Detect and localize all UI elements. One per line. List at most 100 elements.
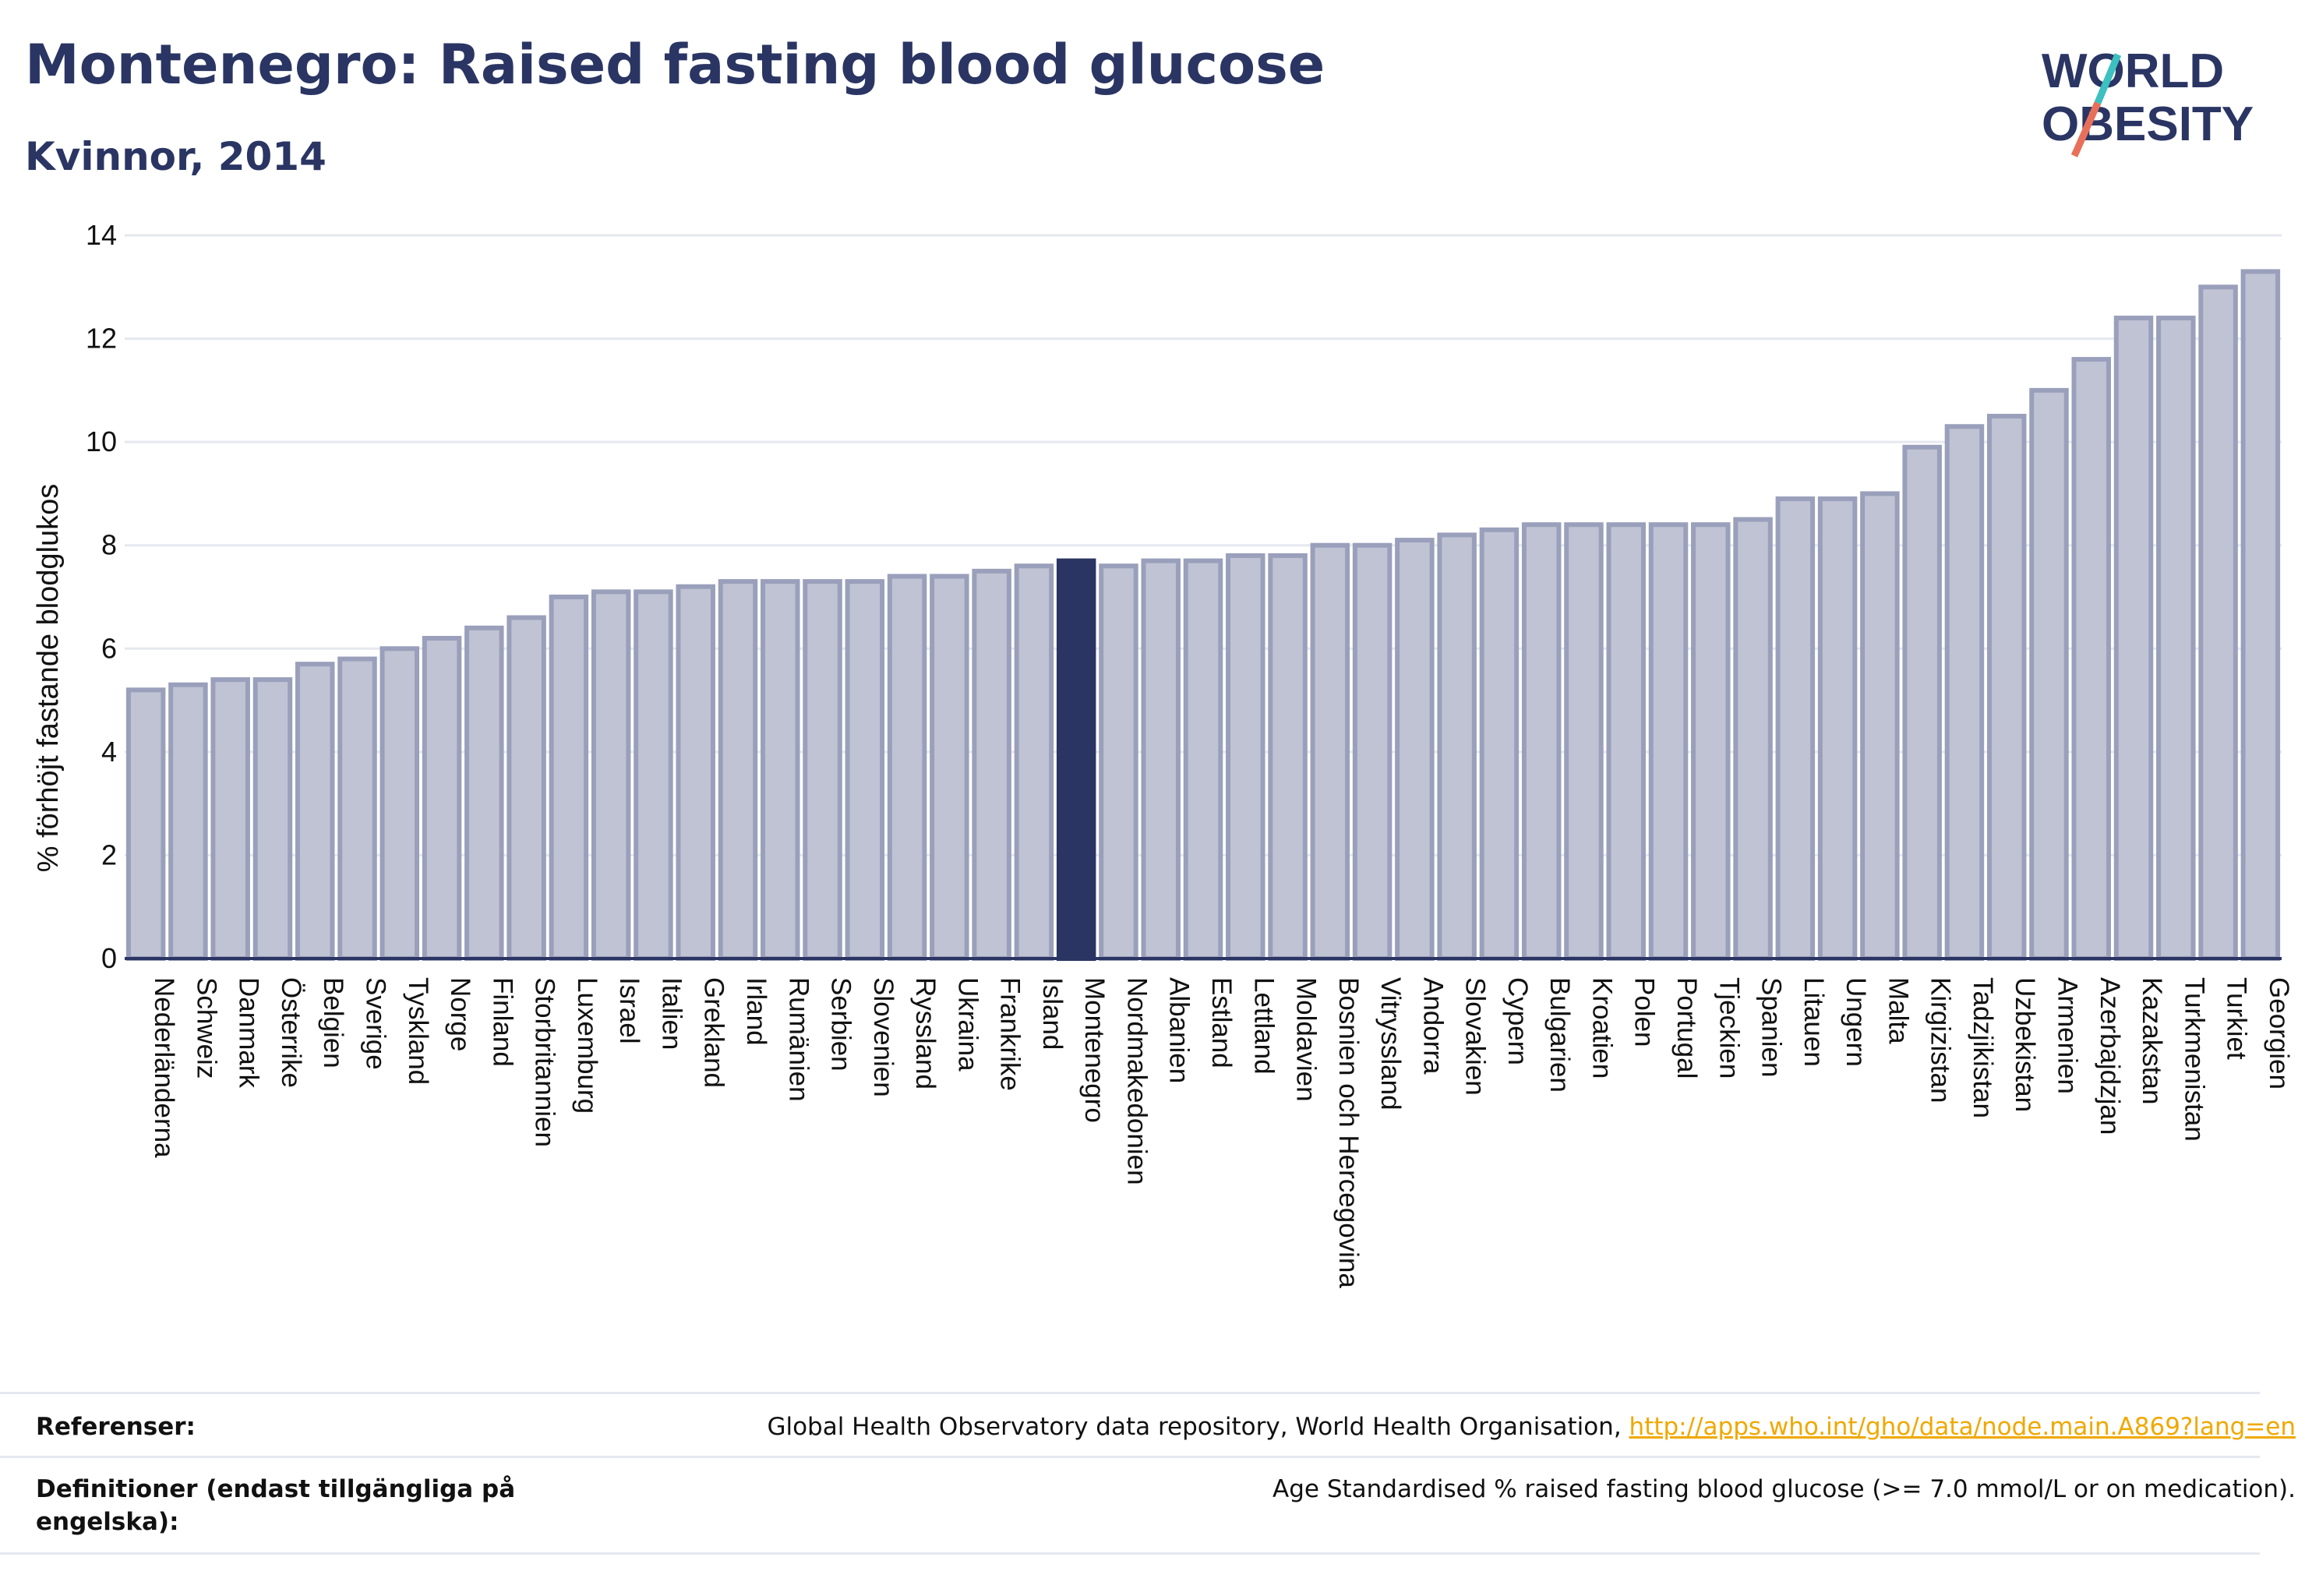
x-tick-label: Finland (487, 977, 517, 1067)
x-tick-label: Montenegro (1079, 977, 1110, 1123)
x-tick-label: Irland (741, 977, 771, 1046)
bar (2156, 316, 2196, 961)
bar (1437, 532, 1477, 961)
x-tick-label: Ryssland (910, 977, 941, 1089)
bar (803, 579, 842, 961)
x-tick-label: Serbien (826, 977, 856, 1072)
bar (634, 589, 673, 961)
x-tick-label: Kirgizistan (1926, 977, 1956, 1103)
footer-divider-mid (0, 1456, 2260, 1458)
x-tick-label: Sverige (361, 977, 391, 1070)
bar (1733, 517, 1773, 961)
bar (125, 687, 166, 961)
bar (1479, 527, 1520, 961)
x-tick-label: Nederländerna (149, 977, 179, 1158)
y-tick-label: 12 (86, 323, 117, 355)
x-tick-label: Georgien (2264, 977, 2294, 1089)
bar (2198, 284, 2238, 961)
bar (1902, 444, 1942, 961)
x-tick-label: Slovakien (1460, 977, 1491, 1096)
x-tick-label: Vitryssland (1375, 977, 1406, 1110)
x-tick-label: Andorra (1417, 977, 1448, 1075)
x-tick-label: Turkiet (2222, 977, 2252, 1060)
definitions-value: Age Standardised % raised fasting blood … (1273, 1475, 2296, 1503)
bar (1014, 563, 1054, 961)
x-tick-label: Portugal (1671, 977, 1702, 1079)
bar (337, 656, 377, 961)
x-tick-label: Italien (656, 977, 687, 1050)
x-tick-label: Storbritannien (530, 977, 560, 1147)
logo-slash-teal (2094, 53, 2122, 104)
x-tick-label: Slovenien (868, 977, 898, 1097)
x-tick-labels: Nederländerna Schweiz Danmark Österrike Belg… (149, 977, 2294, 1288)
bar (210, 677, 250, 961)
references-text: Global Health Observatory data repositor… (767, 1413, 1629, 1441)
bar (1183, 558, 1223, 961)
x-tick-label: Tadzjikistan (1968, 977, 1998, 1118)
x-tick-label: Moldavien (1291, 977, 1322, 1102)
bar (1648, 522, 1689, 961)
x-tick-label: Schweiz (191, 977, 221, 1079)
bar (845, 579, 885, 961)
bar (1775, 496, 1816, 961)
x-tick-label: Spanien (1756, 977, 1787, 1077)
y-tick-label: 0 (101, 942, 117, 974)
x-tick-label: Bosnien och Hercegovina (1333, 977, 1364, 1288)
definitions-label: Definitioner (endast tillgängliga på eng… (36, 1475, 516, 1536)
x-tick-label: Grekland (699, 977, 729, 1088)
y-tick-label: 6 (101, 632, 117, 664)
chart-title: Montenegro: Raised fasting blood glucose (25, 33, 1325, 97)
x-tick-label: Estland (1206, 977, 1237, 1068)
bar (1268, 553, 1308, 961)
y-tick-label: 10 (86, 425, 117, 457)
x-tick-label: Luxemburg (572, 977, 602, 1114)
bar (930, 574, 969, 961)
x-tick-label: Litauen (1798, 977, 1829, 1067)
bar (2071, 357, 2112, 962)
bar (887, 574, 927, 961)
x-tick-label: Turkmenistan (2179, 977, 2209, 1142)
chart-subtitle: Kvinnor, 2014 (25, 134, 327, 179)
y-axis-label: % förhöjt fastande blodglukos (32, 484, 65, 873)
x-tick-label: Armenien (2052, 977, 2082, 1094)
bar (676, 584, 715, 961)
bar (252, 677, 293, 961)
references-link[interactable]: http://apps.who.int/gho/data/node.main.A… (1629, 1413, 2296, 1441)
bar (1141, 558, 1181, 961)
bar (1521, 522, 1562, 961)
footer-divider-top (0, 1392, 2260, 1394)
x-tick-label: Ukraina (952, 977, 983, 1072)
x-tick-label: Lettland (1248, 977, 1279, 1075)
x-tick-label: Ungern (1841, 977, 1871, 1067)
x-tick-label: Tjeckien (1714, 977, 1744, 1079)
bar (972, 568, 1011, 961)
x-tick-label: Kroatien (1587, 977, 1617, 1079)
references-value: Global Health Observatory data repositor… (767, 1411, 2296, 1443)
x-tick-label: Tyskland (403, 977, 433, 1085)
bar (295, 662, 335, 962)
y-tick-label: 8 (101, 529, 117, 561)
x-tick-label: Israel (614, 977, 644, 1044)
footer-divider-bottom (0, 1552, 2260, 1555)
bar (549, 595, 589, 961)
x-tick-label: Azerbajdzjan (2095, 977, 2125, 1135)
bar-highlighted (1056, 558, 1096, 961)
bar (761, 579, 800, 961)
logo-slash-red (2070, 101, 2102, 157)
y-tick-label: 4 (101, 736, 117, 768)
x-tick-label: Bulgarien (1544, 977, 1575, 1093)
x-tick-label: Cypern (1502, 977, 1533, 1065)
x-tick-label: Rumänien (783, 977, 814, 1102)
bar (1691, 522, 1731, 961)
bar (1944, 424, 1985, 961)
y-tick-label: 2 (101, 839, 117, 870)
x-tick-label: Uzbekistan (2010, 977, 2040, 1112)
x-tick-label: Belgien (318, 977, 348, 1068)
bar (1817, 496, 1858, 961)
x-tick-label: Österrike (276, 977, 306, 1088)
bar (2029, 387, 2069, 962)
y-tick-label: 14 (86, 219, 117, 251)
bar (168, 682, 208, 962)
world-obesity-logo: WORLD OBESITY (2042, 44, 2254, 157)
bar (507, 615, 546, 961)
